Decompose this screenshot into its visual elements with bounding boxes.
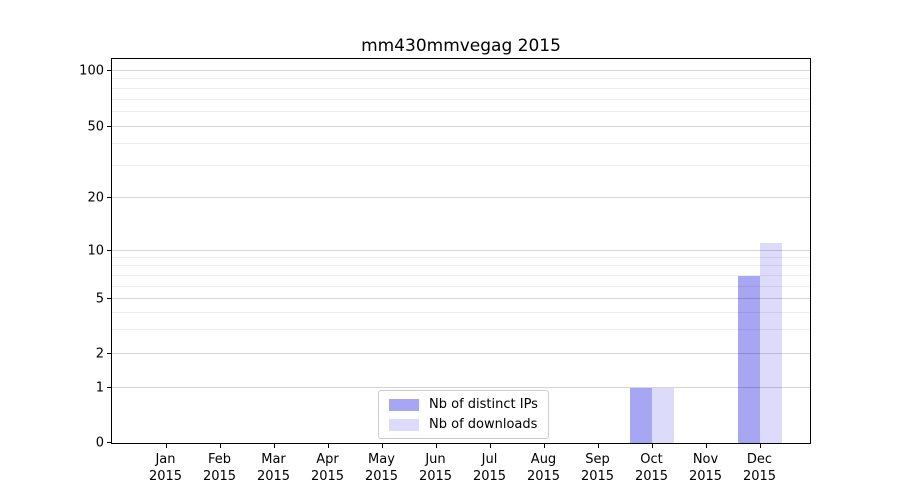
y-tick-label: 1 xyxy=(95,380,104,396)
y-gridline-minor xyxy=(112,329,810,330)
x-tick-mark xyxy=(489,444,491,448)
y-gridline-major xyxy=(112,69,810,71)
y-tick-mark xyxy=(107,387,111,389)
x-tick-mark xyxy=(705,444,707,448)
x-tick-label: Nov 2015 xyxy=(688,452,723,484)
y-tick-mark xyxy=(107,125,111,127)
y-tick-label: 0 xyxy=(95,435,104,451)
y-gridline-major xyxy=(112,353,810,355)
x-tick-label: Apr 2015 xyxy=(310,452,345,484)
y-tick-label: 20 xyxy=(87,190,104,206)
plot-area: Nb of distinct IPs Nb of downloads xyxy=(107,58,811,448)
y-tick-mark xyxy=(107,353,111,355)
x-tick-label: Aug 2015 xyxy=(526,452,561,484)
x-tick-mark xyxy=(435,444,437,448)
y-gridline-minor xyxy=(112,257,810,258)
y-tick-mark xyxy=(107,249,111,251)
y-tick-label: 100 xyxy=(79,63,104,79)
y-gridline-minor xyxy=(112,265,810,267)
bar xyxy=(759,243,782,443)
y-gridline-major xyxy=(112,125,810,127)
legend-label-downloads: Nb of downloads xyxy=(429,417,538,432)
y-tick-mark xyxy=(107,69,111,71)
x-tick-mark xyxy=(165,444,167,448)
x-tick-mark xyxy=(651,444,653,448)
x-tick-label: Dec 2015 xyxy=(742,452,777,484)
y-gridline-major xyxy=(112,196,810,198)
x-tick-mark xyxy=(273,444,275,448)
legend: Nb of distinct IPs Nb of downloads xyxy=(378,390,549,439)
x-tick-label: Jun 2015 xyxy=(418,452,453,484)
bar xyxy=(629,388,652,443)
x-tick-mark xyxy=(597,444,599,448)
y-tick-label: 10 xyxy=(87,243,104,258)
y-gridline-minor xyxy=(112,165,810,167)
x-tick-label: Feb 2015 xyxy=(202,452,237,484)
y-gridline-minor xyxy=(112,274,810,276)
x-tick-mark xyxy=(543,444,545,448)
legend-swatch-distinct-ips xyxy=(389,398,419,411)
bar xyxy=(651,388,674,443)
y-gridline-minor xyxy=(112,87,810,89)
legend-label-distinct-ips: Nb of distinct IPs xyxy=(429,397,538,412)
y-gridline-minor xyxy=(112,311,810,313)
x-tick-label: Mar 2015 xyxy=(256,452,291,484)
y-gridline-major xyxy=(112,249,810,251)
y-gridline-minor xyxy=(112,78,810,80)
legend-item-distinct-ips: Nb of distinct IPs xyxy=(389,398,538,411)
y-gridline-major xyxy=(112,387,810,389)
y-tick-label: 50 xyxy=(87,119,104,135)
x-tick-label: Jan 2015 xyxy=(148,452,183,484)
y-gridline-major xyxy=(112,298,810,300)
y-gridline-minor xyxy=(112,98,810,100)
legend-swatch-downloads xyxy=(389,418,419,431)
y-gridline-minor xyxy=(112,285,810,287)
y-gridline-minor xyxy=(112,111,810,113)
x-tick-mark xyxy=(327,444,329,448)
x-tick-label: Sep 2015 xyxy=(580,452,615,484)
x-tick-label: May 2015 xyxy=(364,452,399,484)
bar xyxy=(737,275,760,443)
y-tick-label: 5 xyxy=(95,291,104,307)
x-tick-mark xyxy=(381,444,383,448)
y-tick-label: 2 xyxy=(95,346,104,362)
y-tick-mark xyxy=(107,196,111,198)
x-tick-mark xyxy=(219,444,221,448)
y-tick-mark xyxy=(107,298,111,300)
x-tick-label: Jul 2015 xyxy=(472,452,507,484)
chart-title: mm430mmvegag 2015 xyxy=(361,36,561,56)
x-tick-label: Oct 2015 xyxy=(634,452,669,484)
legend-item-downloads: Nb of downloads xyxy=(389,418,538,431)
y-gridline-minor xyxy=(112,143,810,145)
y-tick-mark xyxy=(107,442,111,443)
x-tick-mark xyxy=(759,444,761,448)
